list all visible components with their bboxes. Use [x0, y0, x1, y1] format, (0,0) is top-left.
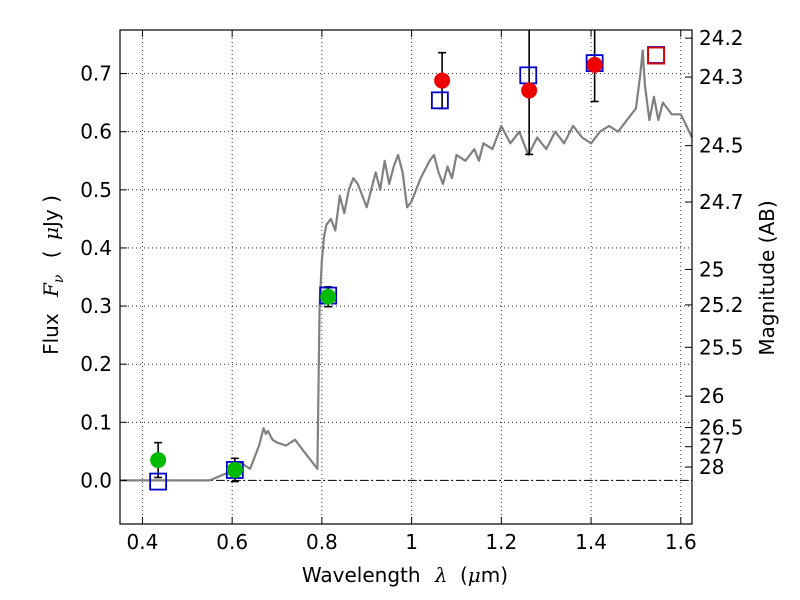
- y2-tick-label: 26: [699, 384, 724, 408]
- y2-tick-label: 25: [699, 257, 724, 281]
- y2-tick-label: 24.3: [699, 65, 744, 89]
- x-axis-label: Wavelength λ (μm): [302, 563, 508, 587]
- grid-lines: [120, 30, 692, 524]
- model-square-marker: [430, 91, 449, 110]
- x-tick-label: 1.4: [575, 530, 607, 554]
- y-tick-label: 0.1: [80, 410, 112, 434]
- plot-frame: [119, 29, 693, 525]
- y2-tick-label: 24.2: [699, 26, 744, 50]
- y-tick-label: 0.4: [80, 236, 112, 260]
- y2-tick-label: 24.7: [699, 190, 744, 214]
- y2-tick-label: 24.5: [699, 134, 744, 158]
- y-tick-label: 0.3: [80, 294, 112, 318]
- y-tick-label: 0.5: [80, 178, 112, 202]
- model-square-marker: [519, 66, 538, 85]
- model-square-marker: [149, 472, 168, 491]
- y2-axis-label: Magnitude (AB): [755, 200, 779, 355]
- spectrum-line: [120, 49, 693, 482]
- x-tick-labels: 0.4 0.6 0.8 1 1.2 1.4 1.6: [127, 530, 697, 554]
- y2-tick-label: 26.5: [699, 416, 744, 440]
- data-point-marker: [150, 452, 167, 469]
- data-point-marker: [521, 82, 538, 99]
- model-square-marker: [647, 46, 666, 64]
- y-tick-label: 0.6: [80, 120, 112, 144]
- y-tick-label: 0.2: [80, 352, 112, 376]
- y-tick-label: 0.7: [80, 62, 112, 86]
- x-tick-label: 1.2: [485, 530, 517, 554]
- data-markers: [149, 46, 666, 491]
- y2-tick-label: 25.5: [699, 335, 744, 359]
- data-point-marker: [434, 72, 451, 89]
- model-square-marker: [647, 46, 666, 65]
- y-tick-label: 0.0: [80, 468, 112, 492]
- x-tick-label: 0.6: [216, 530, 248, 554]
- data-point-marker: [320, 288, 337, 305]
- spectrum-series: [120, 49, 693, 482]
- y2-tick-label: 28: [699, 455, 724, 479]
- x-tick-label: 1.6: [665, 530, 697, 554]
- x-tick-label: 0.8: [306, 530, 338, 554]
- y-tick-labels: 0.0 0.1 0.2 0.3 0.4 0.5 0.6 0.7: [80, 62, 112, 493]
- data-point-marker: [586, 56, 603, 73]
- data-point-marker: [226, 461, 243, 478]
- y-axis-label: Flux Fν ( μJy ): [39, 195, 68, 355]
- x-tick-label: 0.4: [127, 530, 159, 554]
- y2-tick-label: 27: [699, 435, 724, 459]
- tick-marks: [120, 30, 692, 524]
- y2-tick-label: 25.2: [699, 293, 744, 317]
- x-tick-label: 1: [405, 530, 418, 554]
